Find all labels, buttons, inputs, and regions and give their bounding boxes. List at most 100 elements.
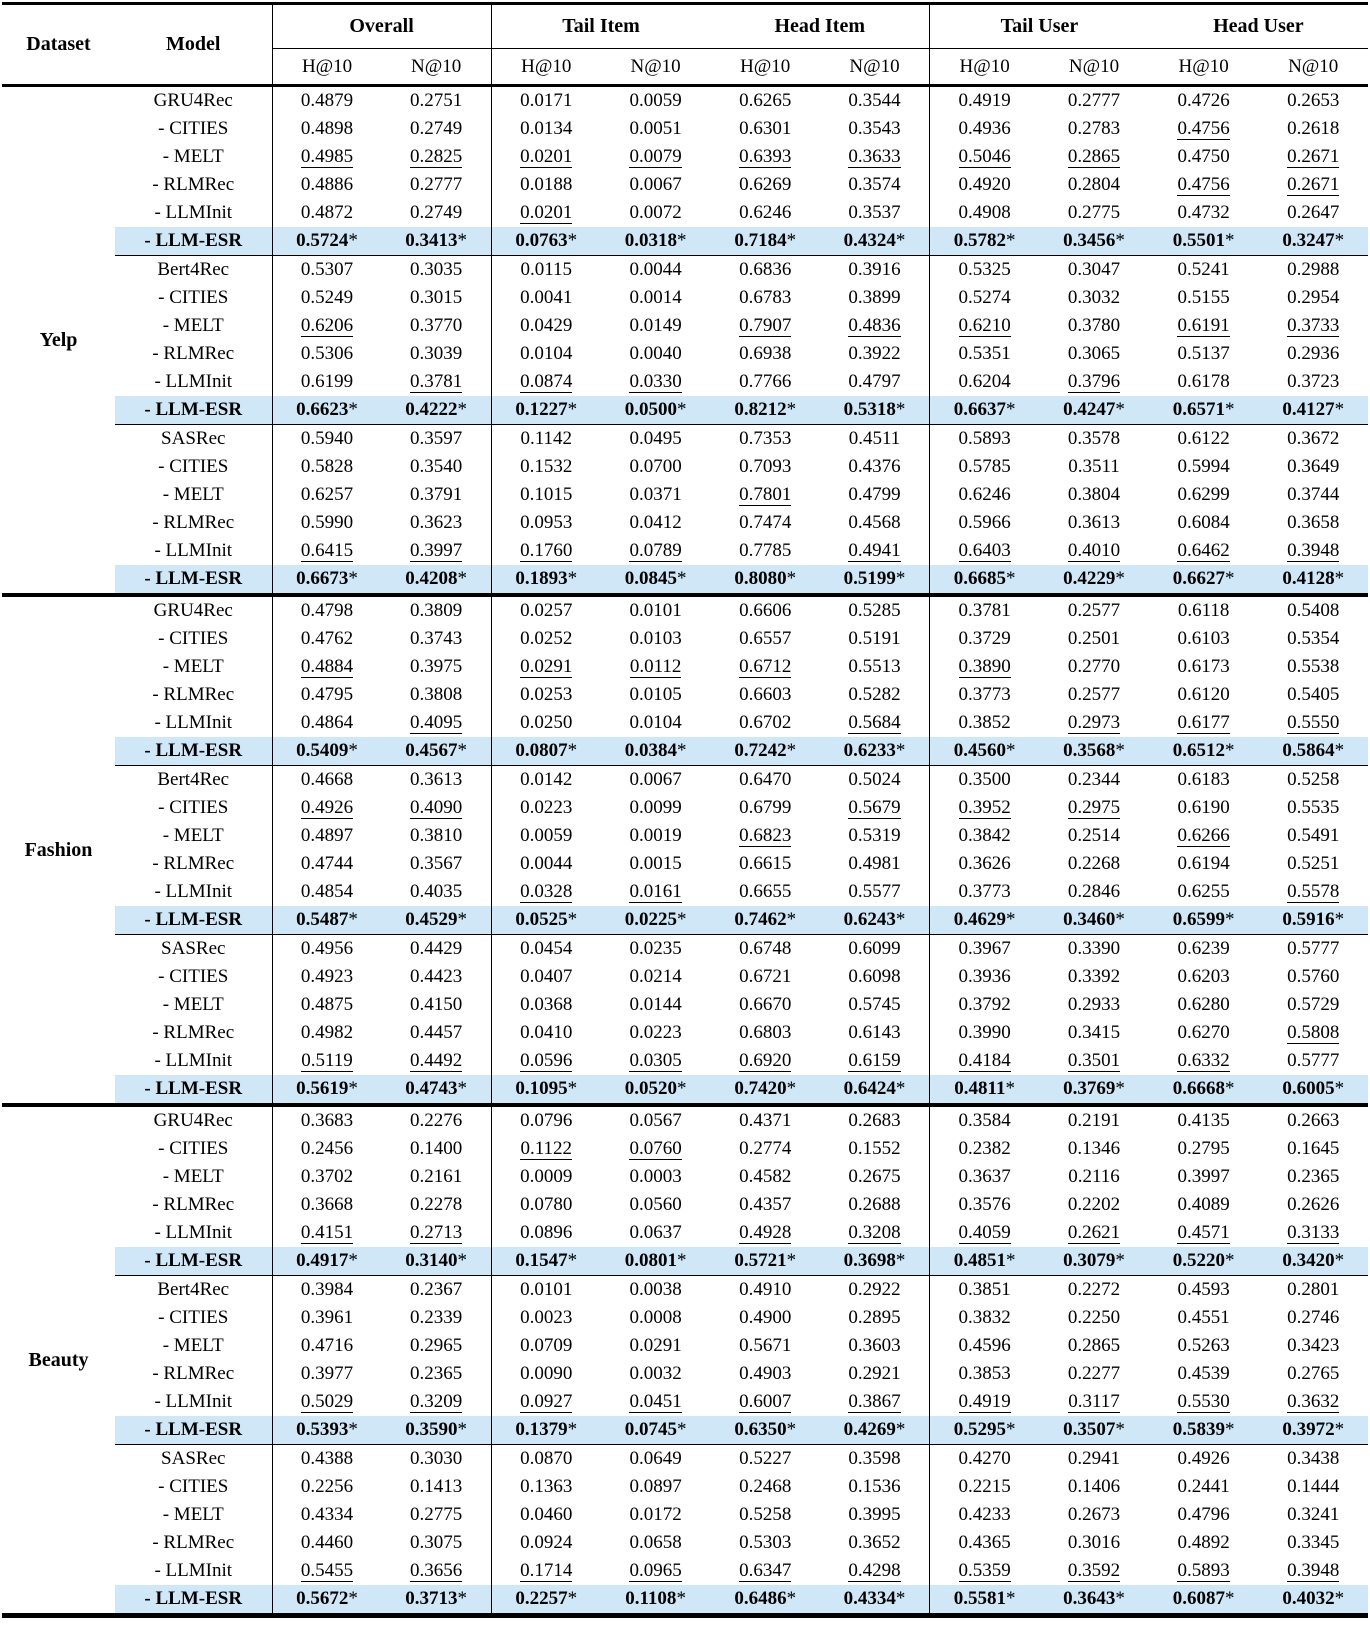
metric-value-cell: 0.7093 bbox=[710, 453, 820, 481]
metric-value-cell: 0.4926 bbox=[1148, 1444, 1259, 1473]
best-metric-value: 0.3140 bbox=[405, 1250, 458, 1271]
metric-value-cell: 0.0044 bbox=[490, 850, 601, 878]
metric-value-cell: 0.3567 bbox=[382, 850, 492, 878]
metric-value-cell: 0.6803 bbox=[710, 1019, 820, 1047]
metric-value: 0.4334 bbox=[300, 1504, 354, 1525]
metric-value: 0.0637 bbox=[629, 1222, 682, 1243]
metric-value: 0.0101 bbox=[629, 600, 682, 621]
best-baseline-value: 0.2973 bbox=[1067, 712, 1121, 734]
best-metric-value: 0.5393 bbox=[296, 1419, 349, 1440]
best-metric-value: 0.5839 bbox=[1172, 1419, 1225, 1440]
metric-value-cell: 0.3743 bbox=[382, 625, 492, 653]
metric-value-cell: 0.5828 bbox=[271, 453, 382, 481]
metric-value-cell: 0.5672* bbox=[271, 1585, 382, 1616]
metric-value-cell: 0.2746 bbox=[1258, 1304, 1368, 1332]
metric-value: 0.2777 bbox=[410, 174, 463, 195]
metric-value: 0.6836 bbox=[739, 259, 792, 280]
metric-value: 0.3743 bbox=[410, 628, 463, 649]
metric-value: 0.3781 bbox=[958, 600, 1011, 621]
metric-value-cell: 0.3016 bbox=[1039, 1529, 1149, 1557]
metric-value-cell: 0.4854 bbox=[271, 878, 382, 906]
metric-value-cell: 0.5839* bbox=[1148, 1416, 1259, 1445]
metric-value: 0.4892 bbox=[1177, 1532, 1230, 1553]
metric-value-cell: 0.4879 bbox=[271, 85, 382, 115]
metric-value-cell: 0.0874 bbox=[490, 368, 601, 396]
metric-value: 0.2202 bbox=[1067, 1194, 1121, 1215]
metric-value-cell: 0.0801* bbox=[600, 1247, 711, 1276]
metric-value: 0.5535 bbox=[1287, 797, 1340, 818]
significance-star: * bbox=[1224, 399, 1235, 420]
metric-value-cell: 0.6393 bbox=[710, 143, 820, 171]
table-row: Bert4Rec 0.5307 0.3035 0.0115 0.0044 0.6836 0.… bbox=[2, 255, 1368, 284]
metric-value-cell: 0.2277 bbox=[1039, 1360, 1149, 1388]
metric-value-cell: 0.0105 bbox=[601, 681, 711, 709]
model-name: GRU4Rec bbox=[153, 600, 233, 621]
metric-value-cell: 0.6269 bbox=[710, 171, 820, 199]
metric-value-cell: 0.2456 bbox=[271, 1135, 382, 1163]
significance-star: * bbox=[457, 909, 468, 930]
significance-star: * bbox=[786, 1078, 797, 1099]
metric-value-cell: 0.5785 bbox=[929, 453, 1040, 481]
metric-value-cell: 0.0051 bbox=[601, 115, 711, 143]
metric-value: 0.6239 bbox=[1177, 938, 1230, 959]
metric-value-cell: 0.5577 bbox=[820, 878, 930, 906]
model-name-cell: GRU4Rec bbox=[115, 1103, 272, 1135]
metric-value-cell: 0.4629* bbox=[929, 906, 1040, 935]
metric-value-cell: 0.3652 bbox=[820, 1529, 930, 1557]
metric-value: 0.2774 bbox=[739, 1138, 792, 1159]
table-row: - MELT 0.4985 0.2825 0.0201 0.0079 0.6393 0.36… bbox=[2, 143, 1368, 171]
metric-value: 0.3567 bbox=[410, 853, 463, 874]
metric-value-cell: 0.4357 bbox=[710, 1191, 820, 1219]
metric-value-cell: 0.2663 bbox=[1258, 1103, 1368, 1135]
metric-value: 0.4726 bbox=[1177, 90, 1230, 111]
metric-value-cell: 0.3574 bbox=[820, 171, 930, 199]
metric-value: 0.3578 bbox=[1067, 428, 1121, 449]
metric-value: 0.4539 bbox=[1177, 1363, 1230, 1384]
model-name-cell: - RLMRec bbox=[115, 1360, 272, 1388]
metric-value-cell: 0.4795 bbox=[271, 681, 382, 709]
metric-value-cell: 0.3729 bbox=[929, 625, 1040, 653]
best-metric-value: 0.4851 bbox=[953, 1250, 1007, 1271]
best-metric-value: 0.5672 bbox=[296, 1588, 349, 1609]
metric-value: 0.3961 bbox=[300, 1307, 354, 1328]
best-metric-value: 0.0500 bbox=[624, 399, 677, 420]
metric-value: 0.6702 bbox=[739, 712, 792, 733]
model-name-cell: Bert4Rec bbox=[115, 1275, 272, 1304]
table-row: - MELT 0.4897 0.3810 0.0059 0.0019 0.6823 0.53… bbox=[2, 822, 1368, 850]
metric-value-cell: 0.5251 bbox=[1258, 850, 1368, 878]
metric-value-cell: 0.0101 bbox=[490, 1275, 601, 1304]
metric-value-cell: 0.4582 bbox=[710, 1163, 820, 1191]
table-row: - CITIES 0.4898 0.2749 0.0134 0.0051 0.6301 0.… bbox=[2, 115, 1368, 143]
metric-value-cell: 0.6637* bbox=[929, 396, 1040, 425]
metric-value-cell: 0.3773 bbox=[929, 681, 1040, 709]
metric-value: 0.5155 bbox=[1177, 287, 1230, 308]
metric-value: 0.0072 bbox=[629, 202, 682, 223]
metric-value-cell: 0.0149 bbox=[601, 312, 711, 340]
model-name-cell: - MELT bbox=[115, 1501, 272, 1529]
table-row: - RLMRec 0.4744 0.3567 0.0044 0.0015 0.6615 0.… bbox=[2, 850, 1368, 878]
best-baseline-value: 0.6415 bbox=[300, 540, 354, 562]
metric-value: 0.6748 bbox=[739, 938, 792, 959]
table-row: - MELT 0.6206 0.3770 0.0429 0.0149 0.7907 0.48… bbox=[2, 312, 1368, 340]
best-metric-value: 0.1095 bbox=[515, 1078, 568, 1099]
best-metric-value: 0.4208 bbox=[405, 568, 458, 589]
significance-star: * bbox=[567, 1419, 578, 1440]
metric-value: 0.2272 bbox=[1067, 1279, 1121, 1300]
metric-value-cell: 0.0429 bbox=[490, 312, 601, 340]
metric-value-cell: 0.6177 bbox=[1149, 709, 1259, 737]
best-baseline-value: 0.0291 bbox=[520, 656, 573, 678]
metric-value-cell: 0.5491 bbox=[1258, 822, 1368, 850]
best-baseline-value: 0.6403 bbox=[958, 540, 1011, 562]
best-metric-value: 0.4127 bbox=[1282, 399, 1335, 420]
metric-value: 0.0044 bbox=[629, 259, 682, 280]
metric-value: 0.3773 bbox=[958, 881, 1011, 902]
best-metric-value: 0.5782 bbox=[953, 230, 1007, 251]
best-metric-value: 0.4560 bbox=[953, 740, 1007, 761]
metric-value-cell: 0.6783 bbox=[710, 284, 820, 312]
significance-star: * bbox=[348, 740, 358, 761]
table-row: - MELT 0.6257 0.3791 0.1015 0.0371 0.7801 0.47… bbox=[2, 481, 1368, 509]
model-name: - MELT bbox=[162, 484, 224, 505]
metric-value: 0.3922 bbox=[848, 343, 901, 364]
metric-value: 0.5745 bbox=[848, 994, 901, 1015]
best-metric-value: 0.4229 bbox=[1063, 568, 1116, 589]
